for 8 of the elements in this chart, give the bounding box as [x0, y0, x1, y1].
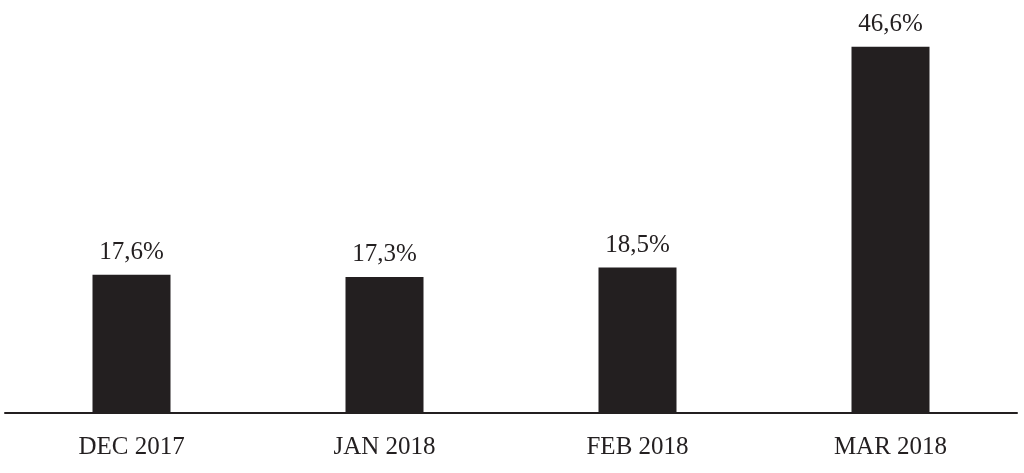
x-tick-label: DEC 2017	[78, 432, 185, 459]
data-label: 18,5%	[605, 229, 670, 257]
data-label: 17,3%	[352, 239, 417, 267]
data-label: 46,6%	[858, 8, 923, 36]
x-tick-label: JAN 2018	[333, 432, 436, 459]
x-tick-label: FEB 2018	[586, 432, 689, 459]
data-label: 17,6%	[99, 236, 164, 264]
x-tick-label: MAR 2018	[833, 432, 948, 459]
